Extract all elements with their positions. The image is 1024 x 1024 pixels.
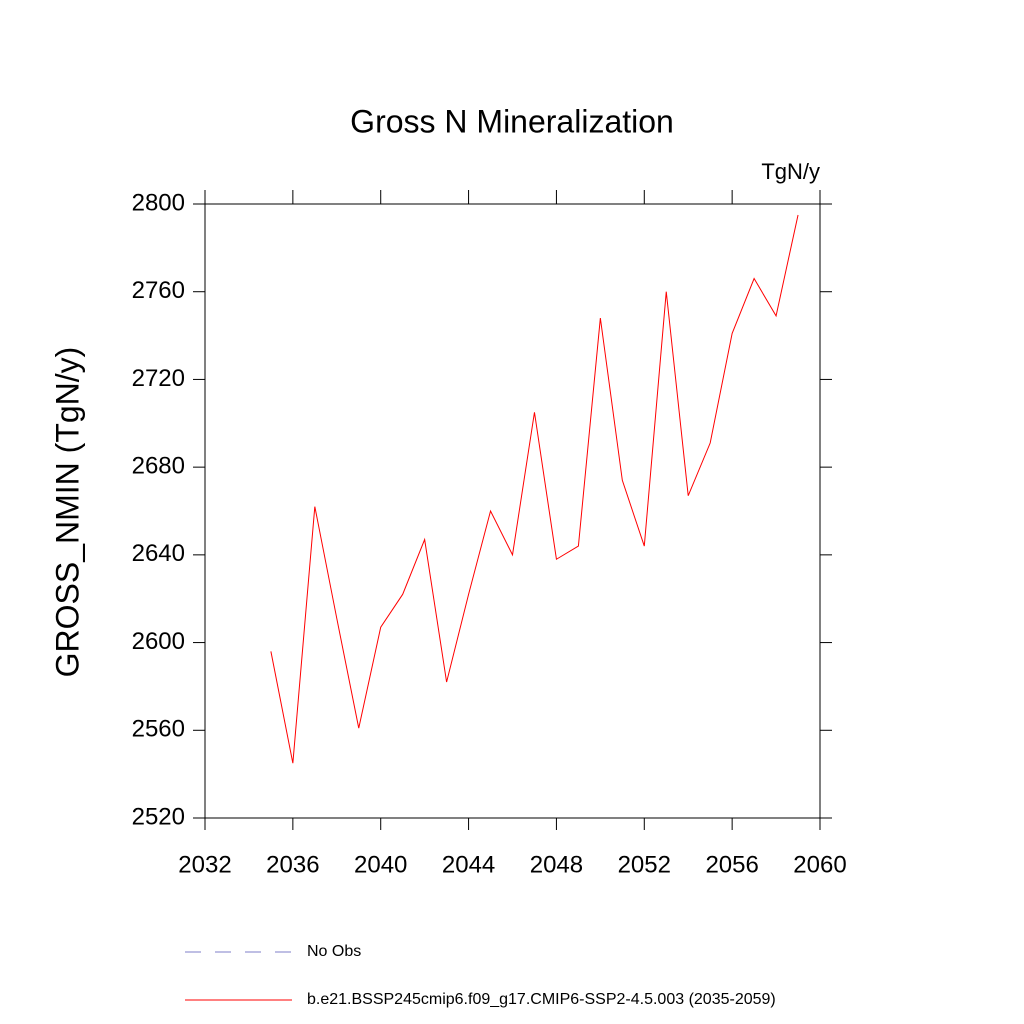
plot-frame — [204, 203, 821, 819]
y-tick-label: 2520 — [132, 803, 185, 830]
x-tick-label: 2044 — [442, 851, 495, 878]
legend-label: No Obs — [307, 943, 361, 960]
x-tick-label: 2032 — [178, 851, 231, 878]
units-label: TgN/y — [761, 159, 820, 184]
data-line — [270, 214, 799, 764]
legend-label: b.e21.BSSP245cmip6.f09_g17.CMIP6-SSP2-4.… — [307, 991, 776, 1008]
y-tick-label: 2640 — [132, 540, 185, 567]
y-tick-label: 2680 — [132, 452, 185, 479]
x-tick-label: 2048 — [530, 851, 583, 878]
x-tick-label: 2036 — [266, 851, 319, 878]
y-axis-label: GROSS_NMIN (TgN/y) — [49, 347, 85, 678]
y-tick-label: 2720 — [132, 365, 185, 392]
y-tick-label: 2560 — [132, 716, 185, 743]
x-tick-label: 2056 — [705, 851, 758, 878]
x-tick-label: 2052 — [618, 851, 671, 878]
chart-title: Gross N Mineralization — [350, 103, 674, 139]
y-tick-label: 2760 — [132, 277, 185, 304]
x-tick-label: 2060 — [793, 851, 846, 878]
x-tick-label: 2040 — [354, 851, 407, 878]
y-tick-label: 2800 — [132, 189, 185, 216]
y-tick-label: 2600 — [132, 628, 185, 655]
